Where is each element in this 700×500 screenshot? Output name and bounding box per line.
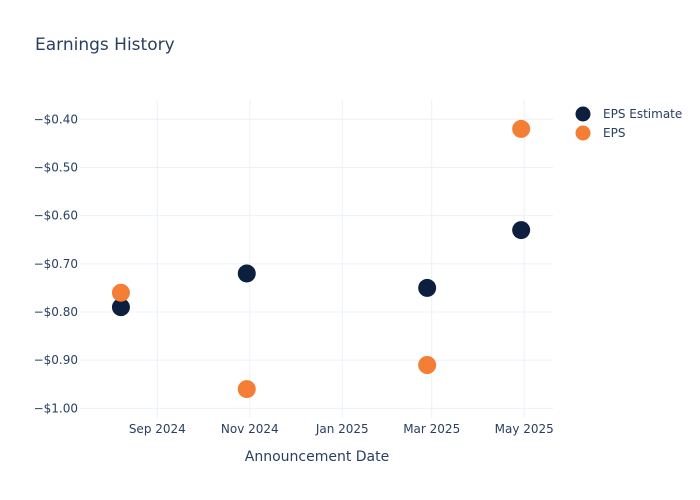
y-tick-label: −$0.70 bbox=[34, 257, 78, 271]
data-points bbox=[111, 119, 531, 399]
x-axis-title: Announcement Date bbox=[245, 449, 389, 465]
legend-label: EPS bbox=[603, 126, 625, 140]
point-eps bbox=[111, 283, 130, 302]
y-tick-label: −$0.80 bbox=[34, 305, 78, 319]
x-tick-label: Sep 2024 bbox=[129, 422, 186, 436]
y-tick-label: −$0.50 bbox=[34, 160, 78, 174]
x-axis-ticks: Sep 2024 Nov 2024 Jan 2025 Mar 2025 May 2025 bbox=[129, 422, 554, 436]
y-axis-ticks: −$1.00 −$0.90 −$0.80 −$0.70 −$0.60 −$0.50 −$0.… bbox=[34, 112, 78, 415]
y-gridlines bbox=[80, 118, 553, 409]
legend-label: EPS Estimate bbox=[603, 107, 682, 121]
legend-marker bbox=[575, 106, 591, 122]
point-eps-estimate bbox=[512, 221, 531, 240]
point-eps bbox=[512, 119, 531, 138]
legend-marker bbox=[575, 125, 591, 141]
point-eps-estimate bbox=[111, 298, 130, 317]
x-gridlines bbox=[156, 100, 525, 418]
point-eps-estimate bbox=[418, 278, 437, 297]
x-tick-label: Mar 2025 bbox=[403, 422, 460, 436]
x-tick-label: May 2025 bbox=[495, 422, 554, 436]
y-tick-label: −$1.00 bbox=[34, 401, 78, 415]
point-eps bbox=[237, 380, 256, 399]
y-tick-label: −$0.90 bbox=[34, 353, 78, 367]
x-tick-label: Nov 2024 bbox=[221, 422, 279, 436]
x-tick-label: Jan 2025 bbox=[315, 422, 369, 436]
point-eps-estimate bbox=[237, 264, 256, 283]
legend: EPS Estimate EPS bbox=[575, 106, 682, 141]
point-eps bbox=[418, 356, 437, 374]
chart-title: Earnings History bbox=[35, 35, 175, 55]
y-tick-label: −$0.40 bbox=[34, 112, 78, 126]
y-tick-label: −$0.60 bbox=[34, 209, 78, 223]
